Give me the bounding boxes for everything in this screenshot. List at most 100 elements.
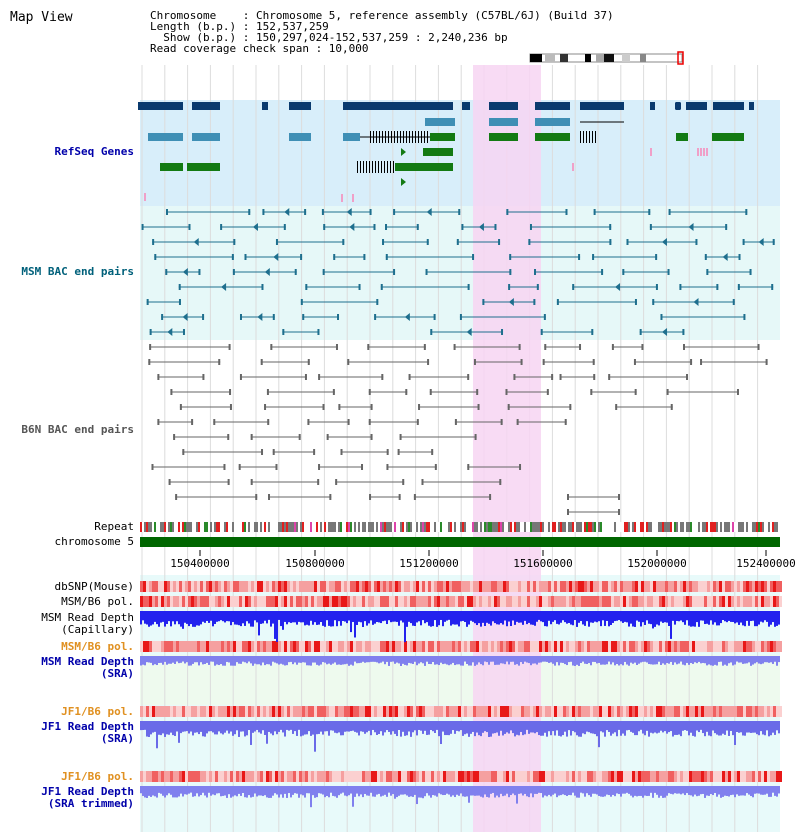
track-label-jf1-b6-pol-2[interactable]: JF1/B6 pol. xyxy=(61,770,134,783)
read-depth-mark xyxy=(386,786,388,797)
read-depth-mark xyxy=(600,786,602,797)
repeat-mark xyxy=(334,522,336,532)
read-depth-mark xyxy=(396,611,398,622)
polymorphism-mark xyxy=(560,706,563,717)
polymorphism-mark xyxy=(542,771,545,782)
bac-end xyxy=(322,404,325,410)
polymorphism-mark xyxy=(482,581,485,592)
read-depth-mark xyxy=(736,611,738,623)
read-depth-mark xyxy=(228,786,230,795)
track-label-refseq[interactable]: RefSeq Genes xyxy=(54,145,134,158)
read-depth-mark xyxy=(288,611,290,623)
track-label-msm-depth-sra[interactable]: MSM Read Depth (SRA) xyxy=(0,656,134,680)
read-depth-mark xyxy=(528,786,530,798)
polymorphism-mark xyxy=(389,706,392,717)
polymorphism-mark xyxy=(407,771,410,782)
read-depth-mark xyxy=(378,786,380,794)
polymorphism-mark xyxy=(395,596,398,607)
polymorphism-mark xyxy=(719,641,722,652)
bac-end xyxy=(300,299,303,305)
exon-mark xyxy=(373,131,374,143)
read-depth-mark xyxy=(188,656,190,666)
read-depth-mark xyxy=(302,721,304,736)
polymorphism-mark xyxy=(566,641,569,652)
pink-feature xyxy=(572,163,574,171)
repeat-mark xyxy=(634,522,636,532)
bac-arrow xyxy=(758,238,764,246)
repeat-mark xyxy=(612,522,614,532)
bac-end xyxy=(609,224,612,230)
polymorphism-mark xyxy=(203,771,206,782)
bac-end xyxy=(508,284,511,290)
polymorphism-mark xyxy=(149,641,152,652)
read-depth-mark xyxy=(686,721,688,731)
bac-end xyxy=(157,374,160,380)
repeat-mark xyxy=(744,522,746,532)
polymorphism-mark xyxy=(635,581,638,592)
repeat-mark xyxy=(614,522,616,532)
polymorphism-mark xyxy=(416,596,419,607)
track-label-chromosome[interactable]: chromosome 5 xyxy=(54,535,134,548)
read-depth-mark xyxy=(574,656,576,666)
read-depth-mark xyxy=(772,656,774,664)
polymorphism-mark xyxy=(197,596,200,607)
track-label-msm-b6-pol[interactable]: MSM/B6 pol. xyxy=(61,595,134,608)
polymorphism-mark xyxy=(704,581,707,592)
repeat-mark xyxy=(644,522,646,532)
polymorphism-mark xyxy=(728,706,731,717)
track-label-b6n-bac[interactable]: B6N BAC end pairs xyxy=(21,423,134,436)
polymorphism-mark xyxy=(584,641,587,652)
read-depth-mark xyxy=(476,611,478,626)
read-depth-mark xyxy=(572,786,574,793)
read-depth-mark xyxy=(362,611,364,627)
read-depth-mark xyxy=(490,721,492,737)
polymorphism-mark xyxy=(182,771,185,782)
polymorphism-mark xyxy=(344,581,347,592)
track-label-jf1-b6-pol[interactable]: JF1/B6 pol. xyxy=(61,705,134,718)
polymorphism-mark xyxy=(614,596,617,607)
polymorphism-mark xyxy=(296,771,299,782)
polymorphism-mark xyxy=(650,596,653,607)
polymorphism-mark xyxy=(485,641,488,652)
track-label-dbsnp[interactable]: dbSNP(Mouse) xyxy=(54,580,134,593)
track-label-jf1-depth-trimmed[interactable]: JF1 Read Depth (SRA trimmed) xyxy=(0,786,134,810)
polymorphism-mark xyxy=(314,581,317,592)
track-label-jf1-depth[interactable]: JF1 Read Depth (SRA) xyxy=(0,721,134,745)
read-depth-mark xyxy=(370,786,372,793)
repeat-mark xyxy=(394,522,396,532)
gene-arrow xyxy=(215,163,220,171)
repeat-mark xyxy=(158,522,160,532)
bac-end xyxy=(386,449,389,455)
polymorphism-mark xyxy=(602,706,605,717)
read-depth-mark xyxy=(320,786,322,794)
read-depth-mark xyxy=(526,656,528,663)
read-depth-mark xyxy=(418,721,420,730)
polymorphism-mark xyxy=(683,706,686,717)
read-depth-mark xyxy=(392,611,394,622)
repeat-mark xyxy=(278,522,280,532)
read-depth-mark xyxy=(580,721,582,737)
polymorphism-mark xyxy=(482,706,485,717)
polymorphism-mark xyxy=(767,641,770,652)
read-depth-mark xyxy=(420,721,422,731)
repeat-mark xyxy=(338,522,340,532)
read-depth-mark xyxy=(414,656,416,662)
read-depth-mark xyxy=(160,611,162,623)
bac-end xyxy=(337,314,340,320)
track-label-msm-depth-capillary[interactable]: MSM Read Depth (Capillary) xyxy=(0,612,134,636)
read-depth-mark xyxy=(596,611,598,623)
bac-end xyxy=(738,254,741,260)
repeat-mark xyxy=(350,522,352,532)
read-depth-mark xyxy=(532,656,534,664)
polymorphism-mark xyxy=(242,581,245,592)
polymorphism-mark xyxy=(311,641,314,652)
track-label-msm-bac[interactable]: MSM BAC end pairs xyxy=(21,265,134,278)
polymorphism-mark xyxy=(731,771,734,782)
bac-arrow xyxy=(349,223,355,231)
track-label-repeat[interactable]: Repeat xyxy=(94,520,134,533)
track-label-msm-b6-pol-2[interactable]: MSM/B6 pol. xyxy=(61,640,134,653)
read-depth-mark xyxy=(398,611,400,626)
repeat-mark xyxy=(332,522,334,532)
read-depth-mark xyxy=(482,656,484,666)
